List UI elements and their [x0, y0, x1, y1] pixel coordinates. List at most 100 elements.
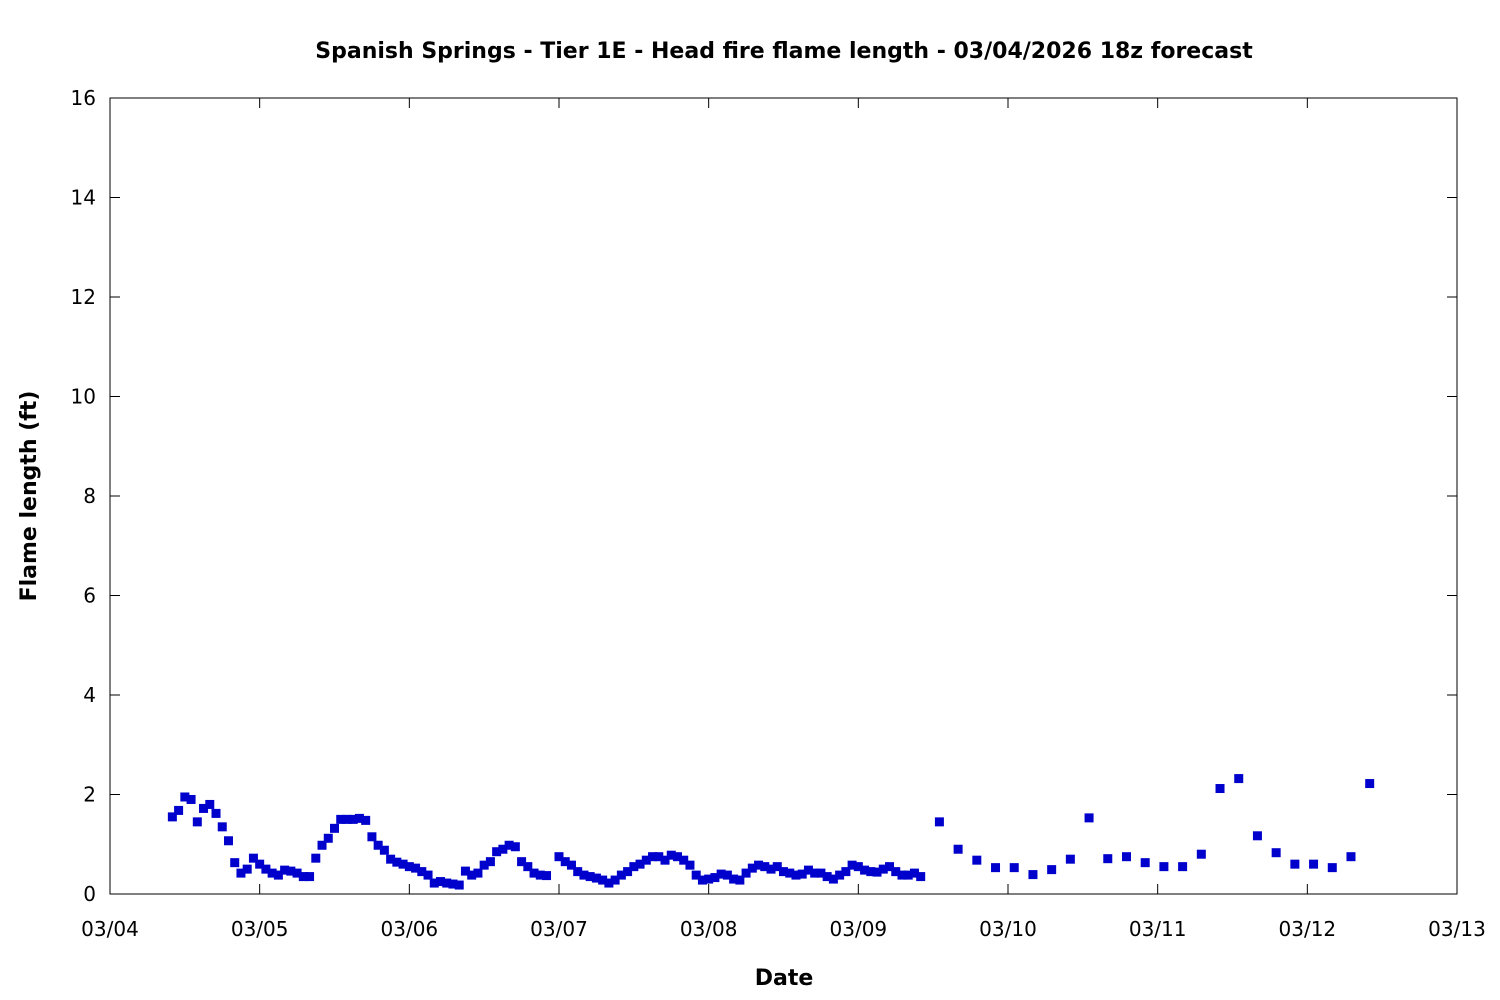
- x-tick-label: 03/13: [1428, 917, 1486, 941]
- data-point: [517, 857, 527, 867]
- data-point: [860, 865, 870, 875]
- data-point: [573, 867, 583, 877]
- data-point: [417, 867, 427, 877]
- data-point: [1215, 784, 1225, 794]
- data-point: [1196, 849, 1206, 859]
- x-tick-label: 03/09: [830, 917, 888, 941]
- data-point: [1252, 831, 1262, 841]
- data-point: [473, 868, 483, 878]
- data-point: [635, 859, 645, 869]
- data-point: [542, 871, 552, 881]
- data-point: [616, 870, 626, 880]
- data-point: [1121, 852, 1131, 862]
- data-point: [192, 817, 202, 827]
- data-point: [866, 867, 876, 877]
- data-point: [217, 822, 227, 832]
- data-point: [261, 864, 271, 874]
- data-point: [641, 855, 651, 865]
- data-point: [660, 855, 670, 865]
- x-tick-label: 03/10: [979, 917, 1037, 941]
- x-tick-label: 03/08: [680, 917, 738, 941]
- data-point: [267, 868, 277, 878]
- data-point: [716, 869, 726, 879]
- data-point: [361, 815, 371, 825]
- data-point: [791, 870, 801, 880]
- chart-title: Spanish Springs - Tier 1E - Head fire fl…: [315, 39, 1253, 64]
- data-point: [623, 867, 633, 877]
- data-point: [1140, 858, 1150, 868]
- data-point: [1346, 852, 1356, 862]
- data-point: [236, 868, 246, 878]
- data-point: [460, 866, 470, 876]
- data-point: [386, 854, 396, 864]
- data-point: [330, 823, 339, 833]
- data-point: [772, 862, 782, 872]
- data-point: [629, 862, 639, 872]
- x-tick-label: 03/12: [1279, 917, 1337, 941]
- data-point: [841, 867, 851, 877]
- x-tick-label: 03/07: [530, 917, 588, 941]
- data-point: [467, 870, 477, 880]
- data-point: [991, 863, 1001, 873]
- data-point: [242, 864, 252, 874]
- data-point: [803, 865, 813, 875]
- data-point: [373, 840, 383, 850]
- data-point: [1365, 779, 1375, 789]
- data-point: [429, 878, 439, 888]
- data-point: [1065, 854, 1075, 864]
- data-point: [810, 868, 820, 878]
- data-point: [1327, 863, 1337, 873]
- data-point: [779, 867, 788, 877]
- data-point: [1047, 865, 1057, 875]
- data-point: [411, 863, 421, 873]
- data-point: [398, 859, 408, 869]
- data-point: [311, 853, 321, 863]
- data-point: [685, 860, 695, 870]
- data-point: [897, 870, 907, 880]
- data-point: [560, 857, 570, 867]
- data-point: [1271, 848, 1281, 858]
- data-point: [654, 852, 664, 862]
- data-point: [379, 845, 389, 855]
- data-point: [828, 874, 838, 884]
- data-point: [710, 873, 720, 883]
- data-point: [1309, 859, 1319, 869]
- data-point: [735, 875, 745, 885]
- data-point: [273, 870, 283, 880]
- data-point: [953, 844, 963, 854]
- data-point: [298, 872, 308, 882]
- y-tick-label: 8: [83, 484, 96, 508]
- data-point: [280, 865, 290, 875]
- data-point: [916, 872, 926, 882]
- x-tick-label: 03/04: [81, 917, 139, 941]
- data-point: [591, 873, 601, 883]
- data-point: [174, 805, 184, 815]
- y-tick-label: 10: [71, 385, 96, 409]
- data-point: [579, 870, 589, 880]
- data-point: [404, 862, 414, 872]
- data-point: [853, 862, 863, 872]
- data-point: [323, 833, 333, 843]
- data-point: [223, 836, 233, 846]
- data-point: [485, 857, 495, 867]
- data-point: [510, 842, 520, 852]
- data-point: [529, 868, 539, 878]
- data-point: [305, 872, 315, 882]
- y-tick-label: 0: [83, 882, 96, 906]
- data-point: [760, 862, 770, 872]
- data-point: [666, 850, 676, 860]
- data-point: [255, 859, 265, 869]
- data-point: [903, 870, 913, 880]
- data-point: [585, 872, 595, 882]
- x-tick-label: 03/06: [381, 917, 439, 941]
- data-point: [504, 840, 514, 850]
- plot-frame: [109, 97, 1458, 895]
- data-point: [423, 870, 433, 880]
- data-point: [1103, 854, 1113, 864]
- data-point: [199, 803, 209, 813]
- data-point: [348, 814, 358, 824]
- data-point: [704, 874, 714, 884]
- data-point: [891, 867, 901, 877]
- data-point: [741, 868, 751, 878]
